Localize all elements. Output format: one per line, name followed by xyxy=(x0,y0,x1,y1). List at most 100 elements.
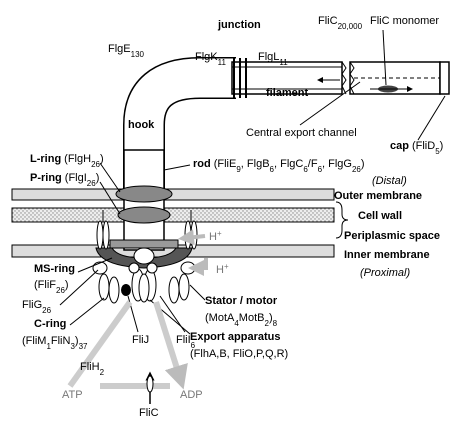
label: MS-ring xyxy=(34,263,75,275)
label-text: , FlgC xyxy=(274,158,303,170)
label-text: 4 xyxy=(234,319,239,328)
label: Periplasmic space xyxy=(344,230,440,242)
label-text: 26 xyxy=(42,306,51,315)
labels: junction FlgK11 FlgL11 FliC20,000 FliC m… xyxy=(22,15,443,419)
label: Central export channel xyxy=(246,127,357,139)
label: ADP xyxy=(180,389,203,401)
label: Export apparatus xyxy=(190,331,280,343)
label-text: 5 xyxy=(435,147,440,156)
label: hook xyxy=(128,119,155,131)
label-text: (MotA xyxy=(205,312,235,324)
label: (MotA4MotB2)8 xyxy=(205,312,278,328)
label-text: Export apparatus xyxy=(190,331,280,343)
label-text: 26 xyxy=(56,286,65,295)
label: FlgE130 xyxy=(108,43,145,59)
label: ATP xyxy=(62,389,83,401)
label-text: C-ring xyxy=(34,318,66,330)
label-text: FlgE xyxy=(108,43,131,55)
label-text: 9 xyxy=(236,165,241,174)
label-text: 20,000 xyxy=(338,22,363,31)
label-text: 6 xyxy=(318,165,323,174)
label-text: ) xyxy=(269,312,273,324)
label-text: 2 xyxy=(100,368,105,377)
label-text: ) xyxy=(96,172,100,184)
label-text: (FlhA,B, FliO,P,Q,R) xyxy=(190,348,288,360)
label-text: P-ring xyxy=(30,172,62,184)
label: FliC20,000 xyxy=(318,15,363,31)
label-text: Stator / motor xyxy=(205,295,278,307)
label-text: FliH xyxy=(80,361,100,373)
label: (Distal) xyxy=(372,175,407,187)
label-text: ) xyxy=(440,140,444,152)
label-text: 8 xyxy=(273,319,278,328)
label-text: 6 xyxy=(303,165,308,174)
label-text: FlgK xyxy=(195,51,218,63)
label-text: (Distal) xyxy=(372,175,407,187)
label-text: FlgL xyxy=(258,51,279,63)
label-text: Inner membrane xyxy=(344,249,430,261)
label-text: 11 xyxy=(218,58,227,67)
label-text: ) xyxy=(75,335,79,347)
label: (FliF26) xyxy=(34,279,69,295)
label-text: (FlgI xyxy=(65,172,87,184)
label-text: FliJ xyxy=(132,334,149,346)
label-text: 26 xyxy=(87,179,96,188)
label-text: 6 xyxy=(270,165,275,174)
label-text: /F xyxy=(308,158,318,170)
label: H+ xyxy=(209,229,222,244)
label: Inner membrane xyxy=(344,249,430,261)
label-text: rod xyxy=(193,158,211,170)
label: (FlhA,B, FliO,P,Q,R) xyxy=(190,348,288,360)
label-text: Cell wall xyxy=(358,210,402,222)
label: Cell wall xyxy=(358,210,402,222)
label-text: (Proximal) xyxy=(360,267,410,279)
label-text: junction xyxy=(217,19,261,31)
label-text: FliG xyxy=(22,299,42,311)
label-text: Outer membrane xyxy=(334,190,422,202)
label-text: H xyxy=(209,231,217,243)
label-text: 3 xyxy=(70,342,75,351)
label: filament xyxy=(266,87,309,99)
label: P-ring (FlgI26) xyxy=(30,172,99,188)
label-text: ADP xyxy=(180,389,203,401)
label-text: FliC xyxy=(139,407,159,419)
label-text: + xyxy=(224,262,229,271)
label: FliI6 xyxy=(176,334,196,350)
label-text: , FlgB xyxy=(241,158,270,170)
label-text: filament xyxy=(266,87,309,99)
arrows xyxy=(67,229,208,404)
label-text: H xyxy=(216,264,224,276)
label-text: (FliF xyxy=(34,279,56,291)
label-text: 130 xyxy=(131,50,145,59)
label-text: L-ring xyxy=(30,153,61,165)
label: junction xyxy=(217,19,261,31)
label-text: 6 xyxy=(191,341,196,350)
label: FliJ xyxy=(132,334,149,346)
label-text: FliC monomer xyxy=(370,15,439,27)
label-text: Central export channel xyxy=(246,127,357,139)
label-text: , FlgG xyxy=(322,158,352,170)
label-text: ATP xyxy=(62,389,83,401)
label-text: (FlgH xyxy=(64,153,91,165)
basal-body xyxy=(59,149,206,335)
label-text: Periplasmic space xyxy=(344,230,440,242)
label-text: 37 xyxy=(79,342,88,351)
label-text: FliN xyxy=(51,335,71,347)
label: FlgL11 xyxy=(258,51,288,67)
label-text: ) xyxy=(100,153,104,165)
label-text: FliC xyxy=(318,15,338,27)
label-text: + xyxy=(217,229,222,238)
label-text: cap xyxy=(390,140,409,152)
label-text: MotB xyxy=(239,312,265,324)
label: FliC monomer xyxy=(370,15,439,27)
label-text: (FliM xyxy=(22,335,46,347)
label: FliH2 xyxy=(80,361,105,377)
label-text: ) xyxy=(361,158,365,170)
label: rod (FliE9, FlgB6, FlgC6/F6, FlgG26) xyxy=(193,158,365,174)
label: C-ring xyxy=(34,318,66,330)
label-text: 26 xyxy=(352,165,361,174)
filament xyxy=(231,29,450,141)
label: cap (FliD5) xyxy=(390,140,443,156)
label-text: 1 xyxy=(46,342,51,351)
